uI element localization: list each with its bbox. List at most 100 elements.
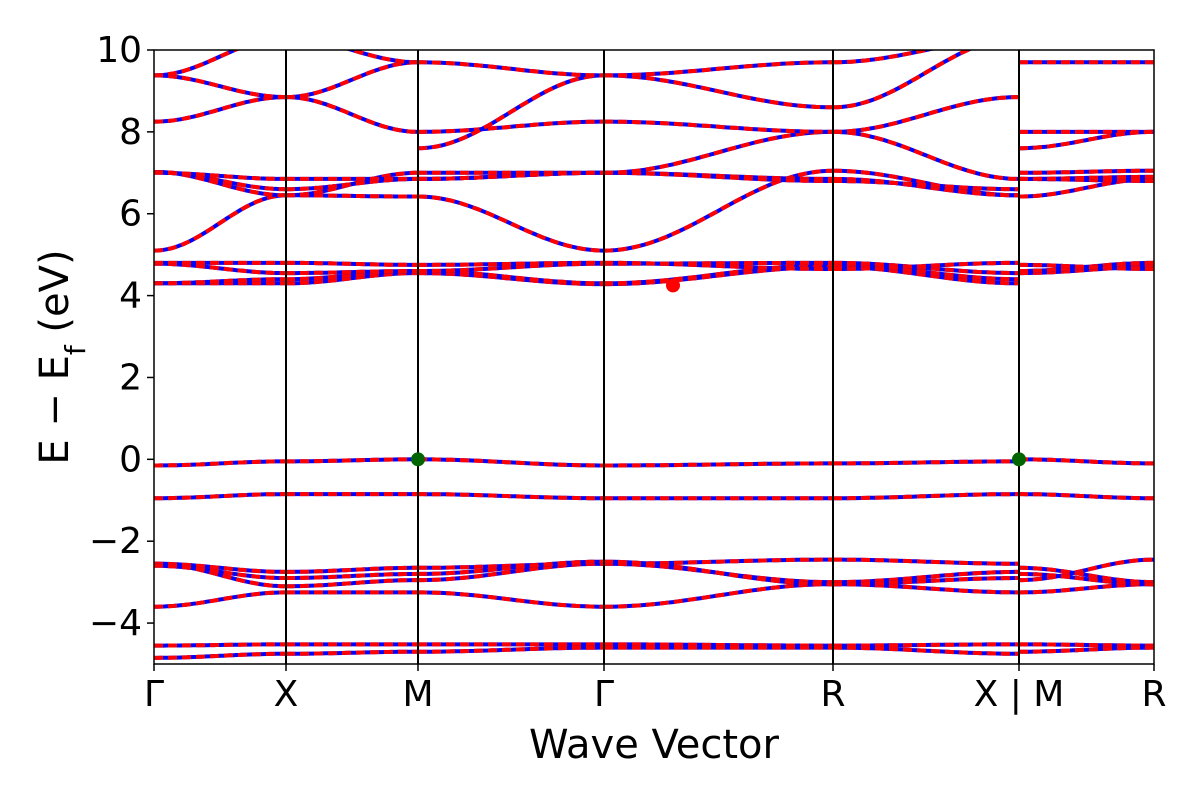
plot-frame xyxy=(153,49,1155,665)
band-line xyxy=(154,459,286,468)
band-line xyxy=(286,578,418,589)
y-tick-label: −4 xyxy=(89,603,142,644)
band-line xyxy=(154,193,287,253)
band-line xyxy=(832,50,973,110)
band-line xyxy=(1019,645,1154,654)
band-line xyxy=(286,649,418,656)
band-line xyxy=(418,590,604,609)
band-line xyxy=(1019,174,1154,181)
band-line xyxy=(604,170,833,183)
band-line xyxy=(418,170,604,181)
band-line-base xyxy=(154,50,241,78)
band-line xyxy=(833,260,1019,271)
band-line-base xyxy=(285,60,418,100)
band-line xyxy=(286,95,419,134)
band-line xyxy=(418,260,604,267)
band-line xyxy=(418,492,604,501)
band-line xyxy=(154,492,286,501)
band-line xyxy=(154,95,286,124)
band-line xyxy=(418,559,604,576)
y-tick-label: −2 xyxy=(89,521,142,562)
x-axis-ticks: Γ X M Γ R X | M R xyxy=(144,664,1167,715)
band-line xyxy=(418,645,604,654)
band-line xyxy=(832,50,936,65)
conduction-band-minimum-marker xyxy=(666,278,680,293)
y-tick-label: 2 xyxy=(119,357,142,398)
band-line xyxy=(285,60,418,100)
band-line xyxy=(417,194,605,253)
x-tick-label: R xyxy=(1141,674,1166,715)
band-line xyxy=(604,119,833,134)
band-line xyxy=(286,565,418,574)
band-line-base xyxy=(154,95,286,124)
band-line xyxy=(833,459,1019,466)
band-line xyxy=(833,129,1019,181)
band-line xyxy=(154,651,286,660)
band-line xyxy=(286,269,418,276)
band-line xyxy=(1019,557,1154,583)
y-axis-ticks: −4 −2 0 2 4 6 8 10 xyxy=(89,30,154,644)
band-line xyxy=(833,557,1019,566)
band-line xyxy=(154,170,286,181)
band-line xyxy=(833,492,1019,501)
band-line xyxy=(833,645,1019,656)
band-line xyxy=(286,271,418,286)
band-line xyxy=(604,260,833,266)
x-tick-label: Γ xyxy=(594,674,614,715)
band-line xyxy=(604,262,833,286)
valence-band-maximum-marker xyxy=(1012,452,1026,467)
band-line xyxy=(833,260,1019,276)
band-line xyxy=(418,60,604,78)
band-line xyxy=(418,119,604,134)
band-line xyxy=(604,60,833,78)
y-tick-label: 8 xyxy=(119,112,142,153)
x-axis-title: Wave Vector xyxy=(529,722,780,768)
y-axis-title-unit: (eV) xyxy=(32,249,78,345)
band-line-base xyxy=(154,73,287,100)
special-points-layer xyxy=(411,278,1026,467)
band-line xyxy=(1019,492,1154,501)
y-axis-title: E − Ef (eV) xyxy=(32,249,92,464)
band-line xyxy=(1019,565,1154,585)
band-line-base xyxy=(286,95,419,134)
band-line xyxy=(154,277,286,286)
y-tick-label: 0 xyxy=(119,439,142,480)
band-line xyxy=(154,642,286,648)
band-line xyxy=(833,569,1019,585)
band-line xyxy=(286,170,418,198)
band-line xyxy=(286,457,418,464)
band-line xyxy=(604,260,833,271)
band-line xyxy=(833,262,1019,282)
band-line xyxy=(1019,642,1154,648)
band-line xyxy=(833,576,1019,587)
band-line-base xyxy=(603,168,834,253)
valence-band-maximum-marker xyxy=(411,452,425,467)
band-line xyxy=(154,561,286,574)
band-line xyxy=(604,559,834,587)
band-line xyxy=(604,582,833,609)
band-line xyxy=(1019,262,1154,271)
band-line xyxy=(604,557,833,566)
x-tick-label: X | M xyxy=(974,674,1065,715)
band-line xyxy=(286,176,419,192)
band-line xyxy=(1018,571,1154,587)
band-line xyxy=(418,457,604,468)
band-line xyxy=(154,563,286,580)
high-symmetry-lines xyxy=(285,50,1020,664)
band-line xyxy=(154,73,287,100)
band-line xyxy=(833,179,1019,192)
x-tick-label: X xyxy=(274,674,299,715)
y-tick-label: 4 xyxy=(119,276,142,317)
band-line-base xyxy=(417,194,605,253)
band-line xyxy=(604,73,833,110)
band-line xyxy=(286,571,419,580)
band-line xyxy=(1019,129,1154,151)
y-axis-title-subscript: f xyxy=(59,344,92,355)
y-axis-title-main: E − E xyxy=(32,355,78,465)
x-tick-label: Γ xyxy=(144,674,164,715)
band-line xyxy=(154,50,241,78)
bands-layer xyxy=(154,50,1154,660)
band-line xyxy=(604,461,833,468)
band-line xyxy=(344,50,419,65)
